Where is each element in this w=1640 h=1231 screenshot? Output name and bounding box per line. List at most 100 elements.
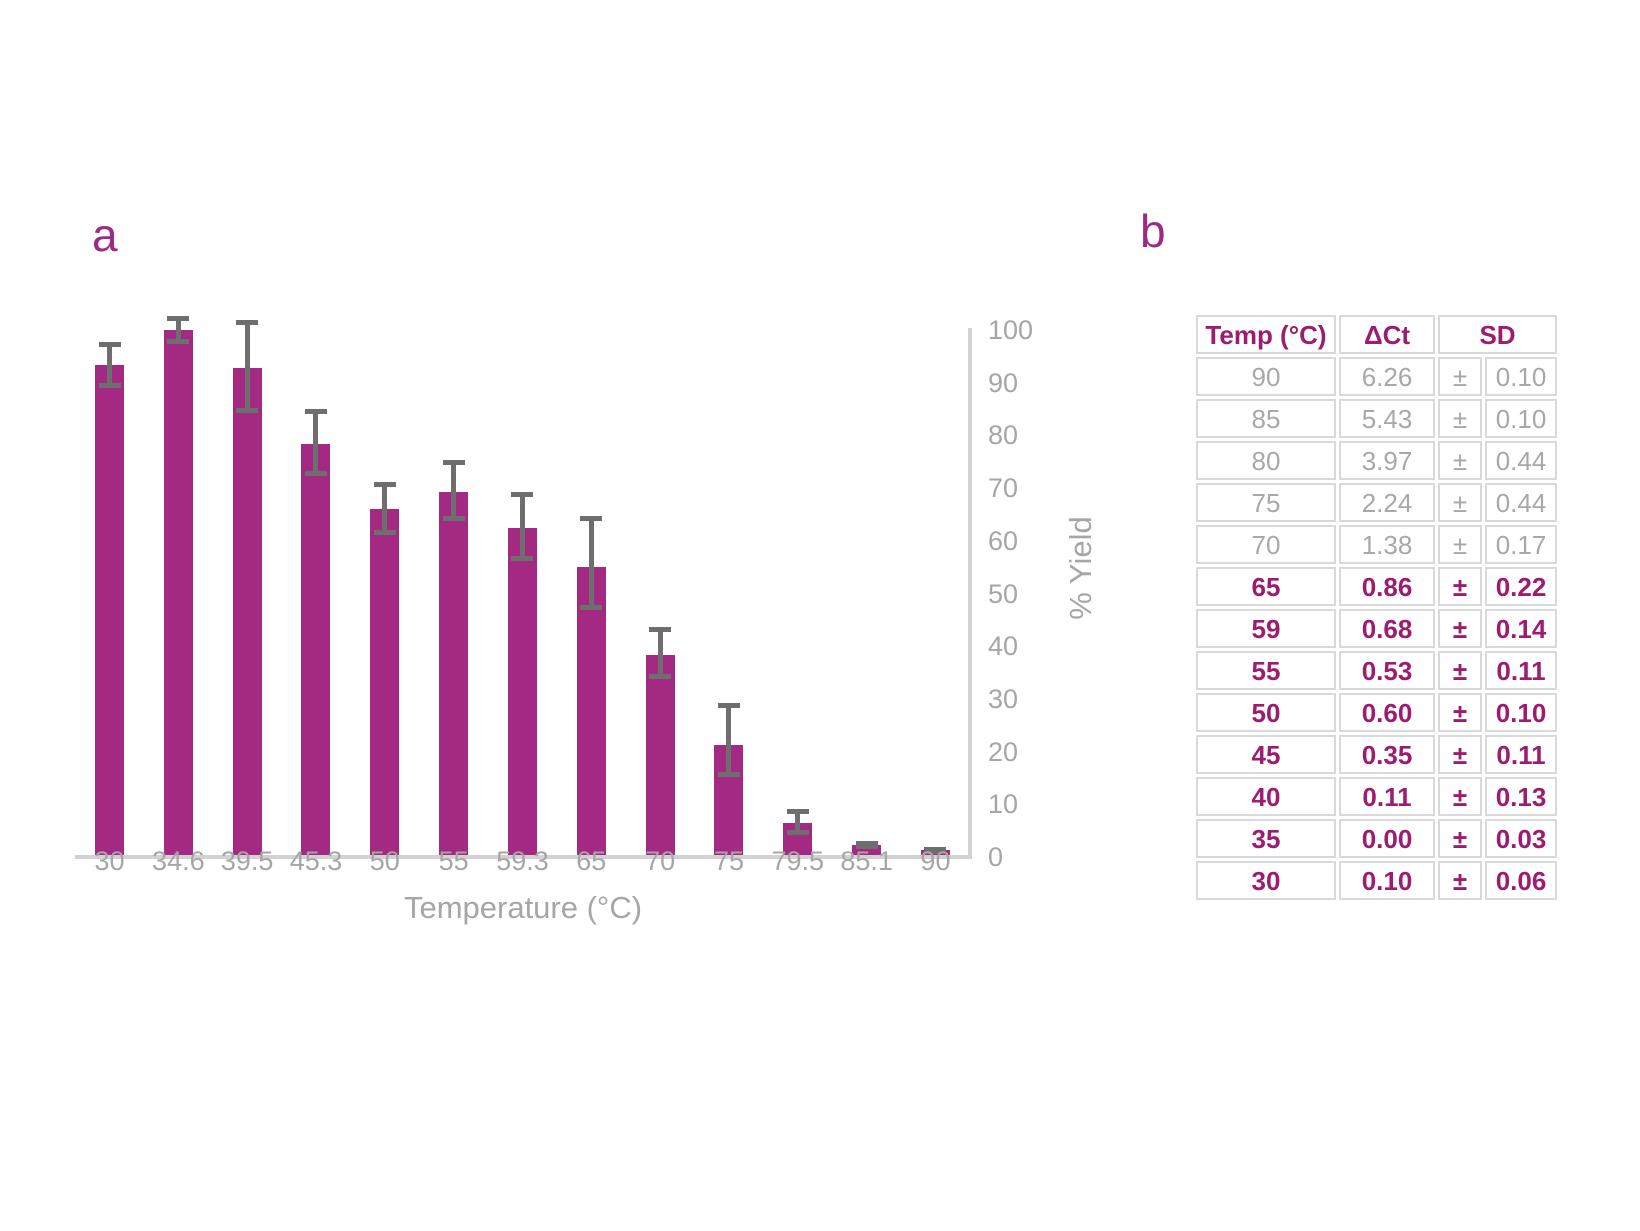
error-bar-stem	[451, 462, 457, 519]
error-bar-cap-top	[580, 516, 603, 522]
temp-cell: 65	[1196, 567, 1336, 606]
plusminus-cell: ±	[1438, 819, 1482, 858]
error-bar-cap-bottom	[373, 529, 396, 535]
error-bar-stem	[382, 484, 388, 533]
plusminus-cell: ±	[1438, 651, 1482, 690]
sd-cell: 0.14	[1485, 609, 1557, 648]
y-tick-label: 80	[988, 420, 1019, 451]
x-tick-label: 50	[369, 846, 400, 876]
x-tick-label: 79.5	[771, 846, 825, 876]
error-bar-cap-top	[717, 703, 740, 709]
error-bar-cap-bottom	[580, 605, 603, 611]
x-tick-label: 45.3	[289, 846, 343, 876]
dct-cell: 0.00	[1339, 819, 1435, 858]
dct-cell: 0.11	[1339, 777, 1435, 816]
error-bar-stem	[519, 494, 525, 559]
y-tick-label: 90	[988, 367, 1019, 398]
sd-cell: 0.10	[1485, 693, 1557, 732]
error-bar-cap-bottom	[98, 382, 121, 388]
dct-cell: 2.24	[1339, 483, 1435, 522]
table-row: 85 5.43 ±0.10	[1196, 399, 1557, 438]
plusminus-cell: ±	[1438, 609, 1482, 648]
bar	[301, 443, 331, 857]
y-tick-label: 70	[988, 473, 1019, 504]
error-bar-stem	[313, 411, 319, 474]
temp-cell: 70	[1196, 525, 1336, 564]
table-row: 70 1.38 ±0.17	[1196, 525, 1557, 564]
x-tick-label: 55	[438, 846, 469, 876]
x-tick-label: 90	[920, 846, 951, 876]
x-tick-label: 85.1	[840, 846, 893, 876]
table-row: 50 0.60 ±0.10	[1196, 693, 1557, 732]
table-header-dct: ΔCt	[1339, 315, 1435, 354]
table-row: 35 0.00 ±0.03	[1196, 819, 1557, 858]
x-tick-label: 65	[576, 846, 607, 876]
plusminus-cell: ±	[1438, 777, 1482, 816]
error-bar-cap-bottom	[717, 772, 740, 778]
sd-cell: 0.44	[1485, 483, 1557, 522]
error-bar-cap-top	[649, 626, 672, 632]
x-tick-label: 30	[94, 846, 125, 876]
x-tick-label: 70	[645, 846, 676, 876]
error-bar-cap-top	[167, 316, 190, 322]
x-tick-label: 59.3	[496, 846, 549, 876]
table-row: 30 0.10 ±0.06	[1196, 861, 1557, 900]
temp-cell: 85	[1196, 399, 1336, 438]
sd-cell: 0.11	[1485, 735, 1557, 774]
error-bar-cap-bottom	[511, 556, 534, 562]
bar	[507, 528, 537, 857]
y-axis-line	[968, 328, 972, 859]
sd-cell: 0.06	[1485, 861, 1557, 900]
error-bar-cap-top	[786, 808, 809, 814]
temp-cell: 80	[1196, 441, 1336, 480]
y-tick-label: 20	[988, 736, 1019, 767]
error-bar-cap-bottom	[786, 829, 809, 835]
panel-b-label: b	[1140, 205, 1166, 257]
plusminus-cell: ±	[1438, 525, 1482, 564]
sd-cell: 0.10	[1485, 357, 1557, 396]
error-bar-stem	[726, 705, 732, 775]
temp-cell: 75	[1196, 483, 1336, 522]
dct-cell: 0.86	[1339, 567, 1435, 606]
error-bar-cap-bottom	[167, 338, 190, 344]
error-bar-cap-top	[855, 840, 878, 846]
error-bar-cap-bottom	[924, 848, 947, 854]
error-bar-stem	[657, 629, 663, 677]
y-tick-label: 100	[988, 315, 1034, 345]
panel-a-label: a	[92, 209, 118, 261]
temp-cell: 55	[1196, 651, 1336, 690]
dct-cell: 3.97	[1339, 441, 1435, 480]
plusminus-cell: ±	[1438, 399, 1482, 438]
x-tick-label: 34.6	[152, 846, 205, 876]
table-row: 40 0.11 ±0.13	[1196, 777, 1557, 816]
dct-cell: 5.43	[1339, 399, 1435, 438]
bar	[576, 566, 606, 857]
table-row: 75 2.24 ±0.44	[1196, 483, 1557, 522]
error-bar-stem	[175, 318, 181, 342]
sd-cell: 0.03	[1485, 819, 1557, 858]
y-tick-label: 0	[988, 842, 1004, 872]
y-tick-label: 60	[988, 525, 1019, 556]
plusminus-cell: ±	[1438, 441, 1482, 480]
table-header-row: Temp (°C) ΔCt SD	[1196, 315, 1557, 354]
error-bar-cap-bottom	[442, 516, 465, 522]
y-tick-label: 50	[988, 578, 1019, 609]
bar	[163, 330, 193, 857]
y-tick-label: 10	[988, 789, 1019, 820]
plusminus-cell: ±	[1438, 567, 1482, 606]
table-row: 55 0.53 ±0.11	[1196, 651, 1557, 690]
sd-cell: 0.10	[1485, 399, 1557, 438]
plusminus-cell: ±	[1438, 735, 1482, 774]
table-header-temp: Temp (°C)	[1196, 315, 1336, 354]
table-row: 65 0.86 ±0.22	[1196, 567, 1557, 606]
dct-cell: 0.35	[1339, 735, 1435, 774]
bar	[645, 654, 675, 857]
dct-cell: 0.68	[1339, 609, 1435, 648]
x-axis-title: Temperature (°C)	[403, 890, 643, 925]
temp-cell: 59	[1196, 609, 1336, 648]
error-bar-cap-top	[511, 491, 534, 497]
delta-ct-table: Temp (°C) ΔCt SD 90 6.26 ±0.10 85 5.43 ±0.10 8…	[1193, 312, 1560, 903]
plusminus-cell: ±	[1438, 861, 1482, 900]
error-bar-cap-bottom	[236, 408, 259, 414]
